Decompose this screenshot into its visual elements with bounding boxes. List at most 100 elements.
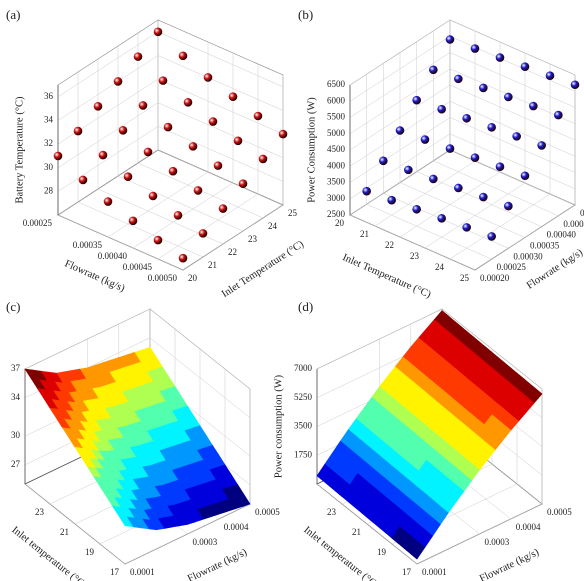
x-tick-label: 0.00050	[148, 273, 178, 283]
z-tick-label: 1750	[294, 449, 313, 459]
data-point	[78, 175, 88, 185]
x-tick-label: 0.00035	[73, 240, 103, 250]
data-point	[479, 83, 488, 93]
z-tick-label: 3500	[294, 421, 313, 431]
z-tick-label: 7000	[294, 363, 313, 373]
z-tick-label: 32	[44, 138, 53, 148]
data-point	[203, 73, 213, 82]
y-tick-label: 0.00025	[497, 262, 527, 272]
x-tick-label: 17	[110, 567, 120, 577]
data-point	[183, 97, 193, 107]
x-tick-label: 21	[360, 229, 369, 239]
z-tick-label: 3500	[327, 177, 346, 187]
y-tick-label: 0.0005	[255, 507, 280, 517]
x-axis-title: Flowrate (kg/s)	[63, 258, 127, 294]
x-tick-label: 0.00025	[23, 218, 53, 228]
data-point	[233, 136, 243, 146]
data-point	[545, 71, 555, 80]
data-point	[462, 223, 471, 232]
x-tick-label: 23	[410, 251, 420, 261]
data-point	[404, 165, 413, 175]
grid-line	[57, 55, 284, 121]
x-tick-label: 19	[85, 547, 95, 557]
x-tick-label: 22	[385, 240, 394, 250]
data-point	[98, 150, 108, 160]
data-point	[445, 35, 455, 44]
data-point	[178, 51, 188, 61]
data-point	[412, 95, 421, 105]
data-point	[454, 183, 463, 193]
z-tick-label: 6500	[327, 79, 346, 89]
data-point	[208, 117, 218, 126]
data-point	[188, 142, 198, 151]
z-tick-label: 34	[44, 115, 54, 125]
panel-label: (a)	[6, 7, 20, 22]
panel-label: (b)	[298, 7, 313, 22]
y-tick-label: 23	[248, 234, 258, 244]
y-tick-label: 0.0003	[485, 537, 510, 547]
data-point	[143, 147, 153, 157]
data-point	[554, 110, 563, 120]
y-tick-label: 0.00050	[580, 208, 584, 218]
data-point	[198, 229, 208, 238]
y-tick-label: 24	[268, 221, 278, 231]
x-axis-title: Inlet temperature (°C)	[9, 525, 89, 581]
data-point	[153, 27, 163, 37]
data-point	[118, 125, 128, 135]
grid-line	[349, 133, 576, 200]
panel: (d) 17 19 21 23 0.0001 0.0003 0.0004 0.0005 1750 3…	[273, 299, 572, 581]
data-point	[529, 101, 538, 111]
y-tick-label: 0.00030	[513, 251, 543, 261]
axis-wall	[57, 19, 159, 216]
panel-label: (c)	[6, 299, 20, 314]
data-point	[253, 111, 263, 121]
z-tick-label: 37	[11, 363, 21, 373]
z-tick-label: 34	[11, 392, 21, 402]
z-tick-label: 36	[44, 91, 54, 101]
z-tick-label: 28	[44, 185, 54, 195]
panel-label: (d)	[298, 299, 313, 314]
y-tick-label: 0.0001	[422, 567, 447, 577]
data-point	[362, 186, 371, 196]
data-point	[429, 174, 438, 184]
data-point	[123, 172, 133, 182]
data-point	[133, 52, 143, 61]
data-point	[437, 214, 446, 223]
data-point	[228, 92, 238, 102]
x-tick-label: 25	[460, 273, 470, 283]
z-tick-label: 6000	[327, 95, 346, 105]
data-point	[379, 156, 388, 166]
z-tick-label: 4000	[327, 160, 346, 170]
y-tick-label: 0.00035	[530, 241, 560, 251]
grid-line	[316, 308, 543, 390]
grid-line	[117, 46, 244, 232]
grid-line	[349, 84, 576, 151]
y-tick-label: 0.0005	[547, 507, 572, 517]
data-point	[437, 104, 446, 114]
data-point	[504, 92, 513, 102]
data-point	[454, 74, 463, 84]
y-axis-title: Flowrate (kg/s)	[478, 547, 541, 581]
grid-line	[349, 19, 576, 86]
data-point	[278, 129, 288, 139]
data-point	[178, 253, 188, 263]
y-tick-label: 0.0003	[193, 537, 218, 547]
grid-line	[349, 101, 576, 167]
data-point	[395, 126, 405, 135]
data-point	[128, 216, 138, 226]
data-point	[213, 161, 223, 170]
x-tick-label: 0.00045	[123, 262, 153, 272]
data-point	[462, 113, 471, 123]
x-tick-label: 0.00040	[98, 251, 128, 261]
data-point	[420, 135, 430, 144]
surface-patch	[118, 515, 134, 528]
data-point	[487, 232, 496, 241]
data-point	[479, 192, 488, 202]
y-tick-label: 0.0004	[224, 522, 249, 532]
data-point	[520, 171, 530, 181]
x-tick-label: 23	[35, 507, 45, 517]
data-point	[470, 153, 480, 162]
x-tick-label: 19	[377, 547, 387, 557]
z-tick-label: 5000	[327, 128, 346, 138]
x-tick-label: 20	[335, 218, 345, 228]
